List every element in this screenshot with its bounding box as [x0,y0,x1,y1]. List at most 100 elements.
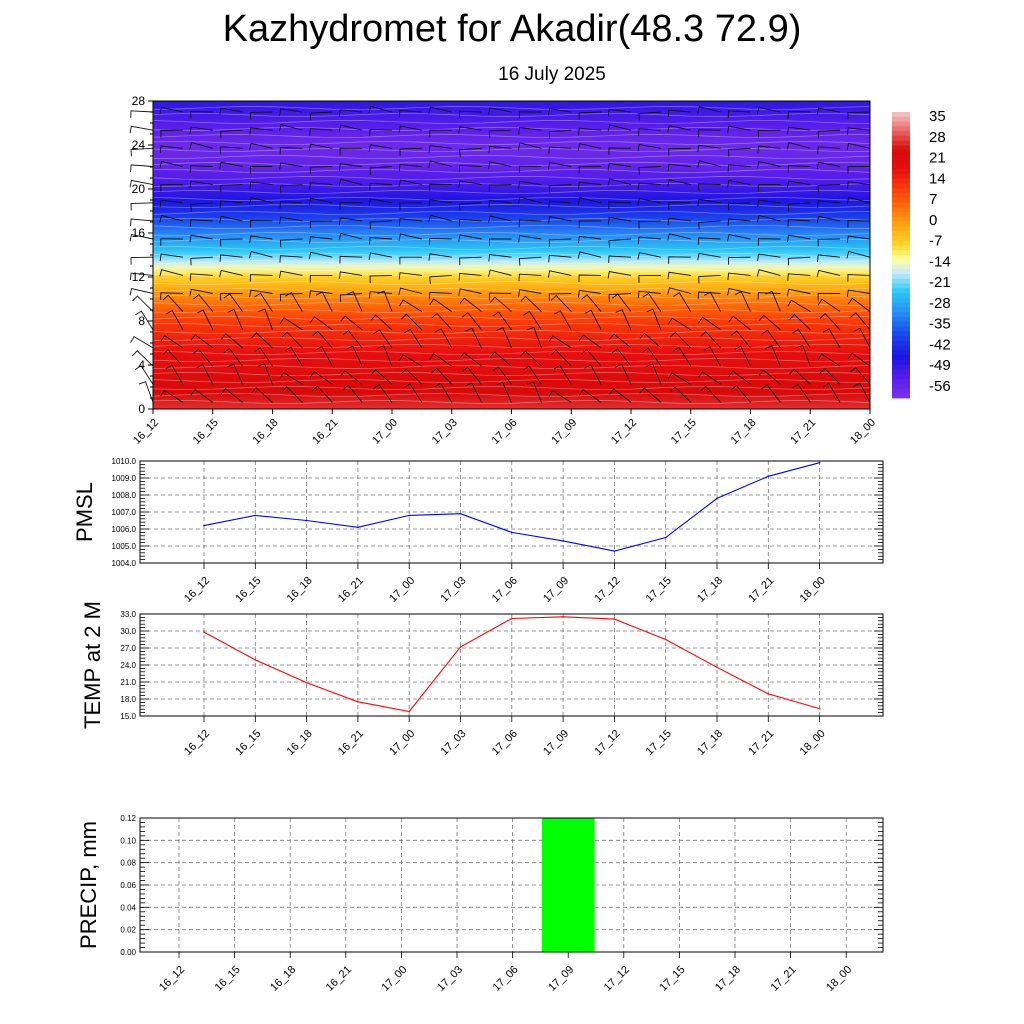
isotherm-line [152,323,871,328]
wind-barb [190,256,213,266]
wind-barb [190,165,213,173]
xtick-label: 16_15 [213,964,243,994]
wind-barb [462,312,482,331]
wind-barb [578,111,602,120]
wind-barb [488,145,512,154]
wind-barb [584,309,602,331]
wind-barb [757,292,781,300]
xtick-label: 17_06 [490,728,520,758]
wind-barb [518,219,542,228]
wind-barb [789,313,811,331]
colorbar-swatch [892,231,910,237]
wind-barb [548,254,572,263]
wind-barb [248,250,273,259]
wind-barb [787,165,811,173]
wind-barb [548,200,572,209]
wind-barb [162,349,184,367]
wind-barb [309,128,333,136]
wind-barb [189,126,213,135]
xtick-label: 17_06 [491,964,521,994]
wind-barb [220,129,243,139]
wind-barb [338,217,363,225]
wind-barb [526,381,542,403]
colorbar-swatch [892,278,910,284]
wind-barb [459,202,482,211]
wind-barb [787,202,811,212]
wind-barb [673,292,692,312]
wind-barb [757,238,781,246]
wind-barb [667,125,691,133]
panel-3: 0.00 0.02 0.04 0.06 0.08 0.10 0.12 16_12 16_15 16… [76,814,884,994]
wind-barb [548,293,572,301]
wind-barb [429,353,453,367]
isotherm-line [152,357,871,362]
wind-barb [697,252,721,261]
ytick-label: 21.0 [120,678,136,687]
wind-barb [429,274,452,284]
wind-barb [847,220,871,228]
wind-barb [309,274,333,283]
xtick-label: 18_00 [798,575,828,605]
colorbar-swatch [892,245,910,251]
data-point [357,526,359,529]
wind-barb [608,293,632,302]
heatmap-xtick-label: 17_21 [788,417,818,447]
xtick-label: 17_12 [592,728,622,758]
xtick-label: 17_21 [769,964,799,994]
wind-barb [727,164,751,172]
wind-barb [607,270,632,279]
wind-barb [761,329,781,349]
wind-barb [284,346,303,367]
wind-barb [672,346,692,367]
data-point [818,707,821,710]
wind-barb [578,127,602,136]
axis-ylabel: PMSL [72,482,97,542]
wind-barb [370,369,393,385]
wind-barb [219,254,243,262]
colorbar-swatch [892,202,910,208]
ytick-label: 1008.0 [112,491,137,500]
wind-barb [400,368,423,385]
wind-barb [577,143,602,151]
heatmap-xtick-label: 18_00 [848,417,878,447]
xtick-label: 17_03 [435,964,465,994]
wind-barb [219,146,243,154]
colorbar-swatch [892,297,910,304]
wind-barb [346,291,363,312]
wind-barb [577,289,602,298]
wind-barb [458,288,482,296]
wind-barb [817,200,841,208]
colorbar-swatch [892,116,910,122]
wind-barb [258,308,273,330]
wind-barb [130,218,154,227]
colorbar-label: -14 [929,253,951,270]
wind-barb [698,371,721,385]
wind-barb [403,383,423,403]
wind-barb [638,274,661,283]
colorbar-swatch [892,131,910,137]
wind-barb [727,179,751,188]
wind-barb [342,384,363,403]
wind-barb [846,196,871,205]
wind-barb [189,273,213,281]
wind-barb [279,255,303,263]
wind-barb [489,184,512,193]
wind-barb [160,129,183,138]
wind-barb [728,147,751,157]
wind-barb [757,129,781,138]
wind-barb [817,238,841,247]
wind-barb [642,292,662,312]
wind-barb [250,111,273,120]
data-point [203,524,205,527]
colorbar-label: 21 [929,150,946,167]
colorbar-swatch [892,188,910,194]
ytick-label: 0.06 [120,881,136,890]
xtick-label: 16_12 [182,575,212,605]
wind-barb [756,160,781,169]
heatmap-ytick-label: 28 [132,94,146,108]
colorbar-swatch [892,264,910,270]
data-point [408,710,411,713]
colorbar-label: -7 [929,233,942,250]
isotherm-line [152,113,871,118]
colorbar-swatch [892,316,910,323]
